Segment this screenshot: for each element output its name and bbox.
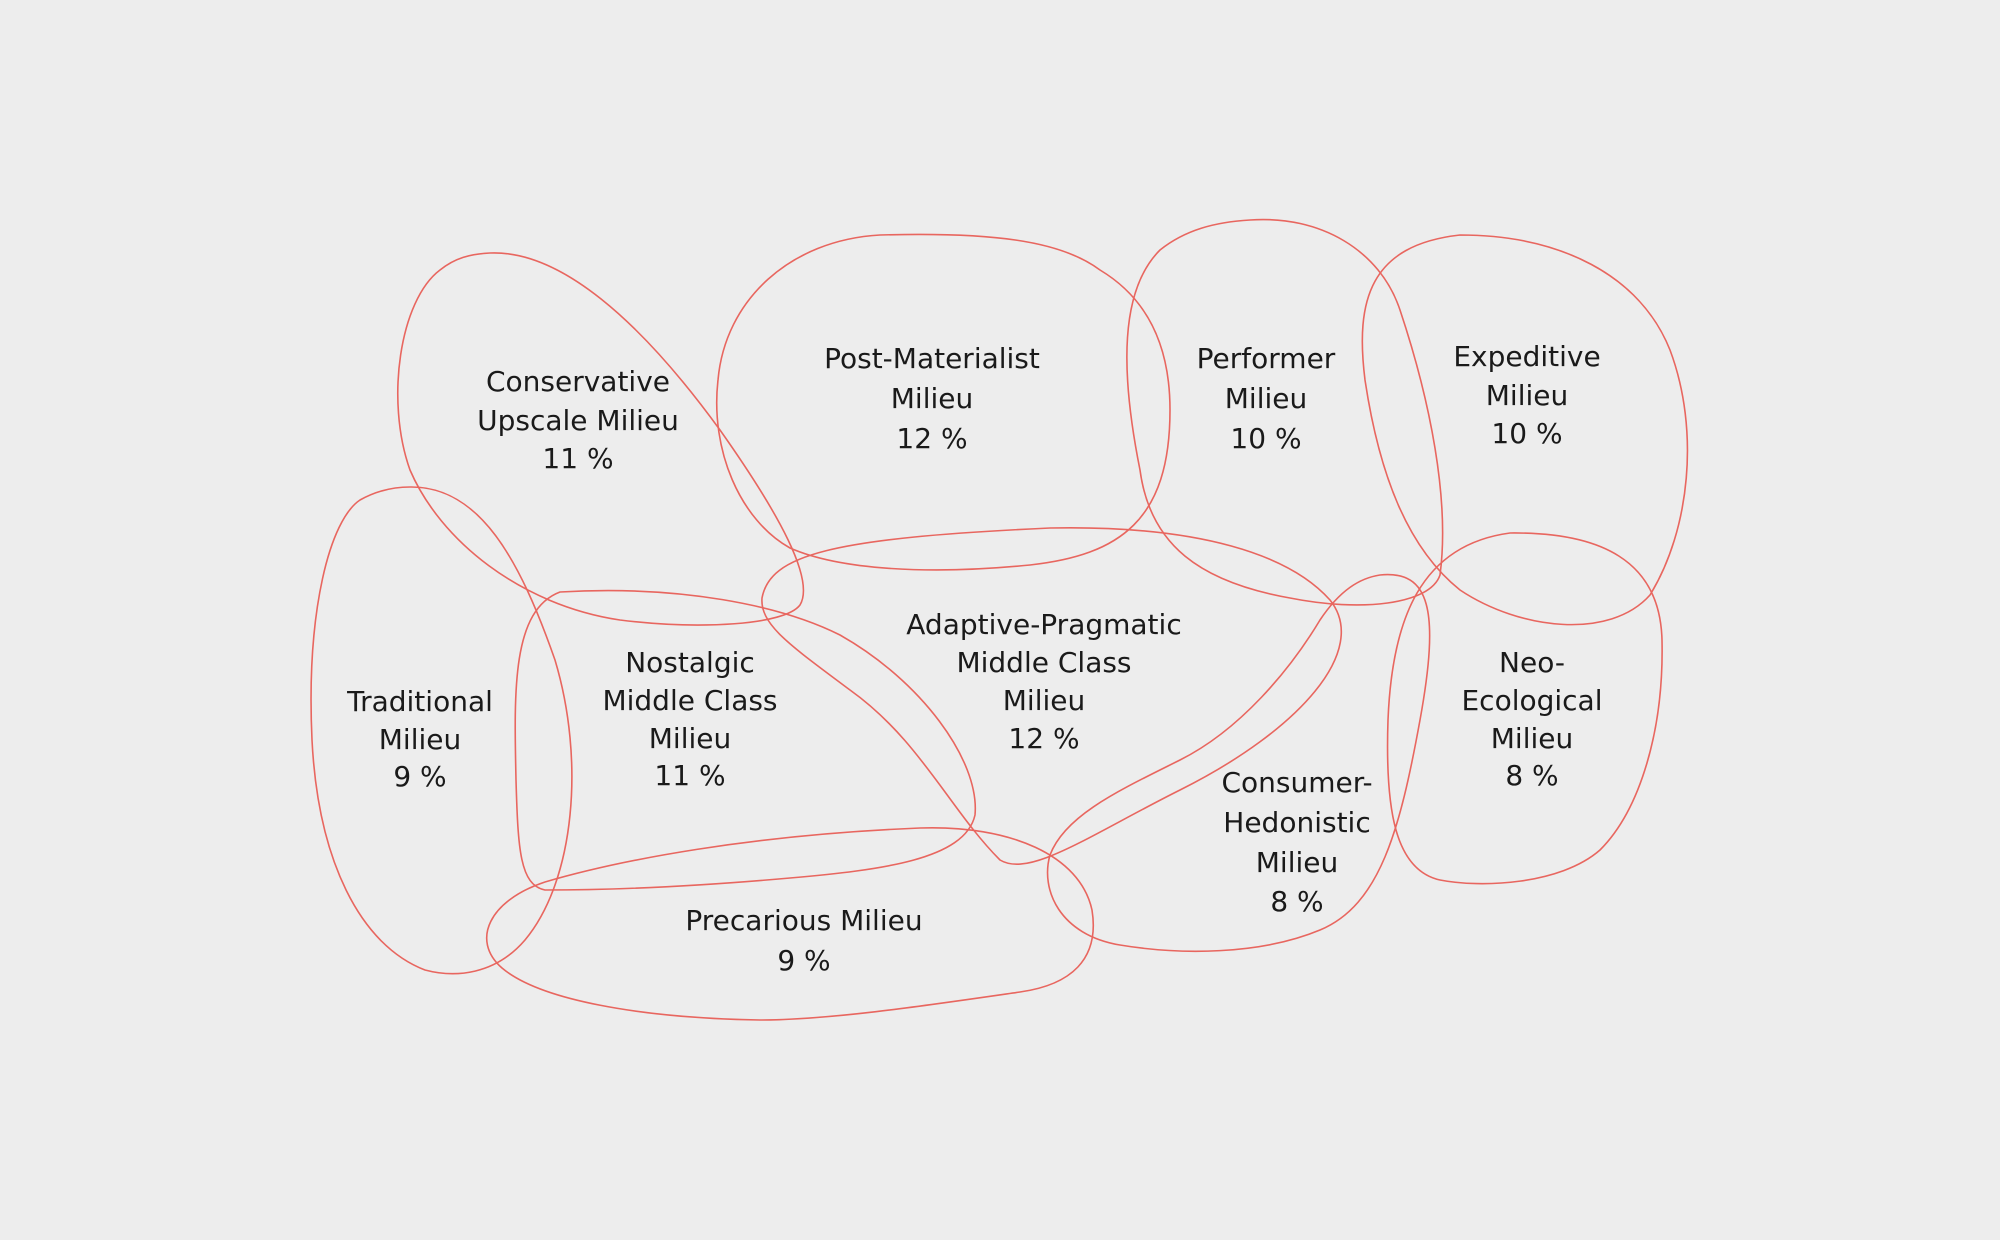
label-line: Milieu (1491, 722, 1573, 755)
blob-traditional (310, 486, 573, 975)
label-performer: Performer Milieu 10 % (1197, 342, 1336, 455)
label-line: Milieu (1256, 846, 1338, 879)
label-line: Upscale Milieu (477, 404, 679, 437)
blob-conservative-upscale (397, 252, 805, 626)
label-share: 12 % (1008, 722, 1079, 755)
label-share: 8 % (1505, 759, 1558, 792)
label-neo-ecological: Neo- Ecological Milieu 8 % (1461, 646, 1602, 792)
blob-post-materialist (715, 233, 1171, 571)
label-traditional: Traditional Milieu 9 % (346, 685, 493, 793)
label-share: 8 % (1270, 885, 1323, 918)
label-line: Milieu (1486, 379, 1568, 412)
label-line: Milieu (379, 723, 461, 756)
label-line: Milieu (1225, 382, 1307, 415)
label-precarious: Precarious Milieu 9 % (685, 904, 922, 977)
label-line: Hedonistic (1223, 806, 1370, 839)
label-line: Milieu (649, 722, 731, 755)
blob-adaptive-pragmatic (761, 527, 1342, 865)
label-post-materialist: Post-Materialist Milieu 12 % (824, 342, 1040, 455)
label-line: Nostalgic (625, 646, 755, 679)
label-share: 9 % (393, 760, 446, 793)
blob-consumer-hedonistic (1046, 573, 1431, 953)
label-adaptive-pragmatic: Adaptive-Pragmatic Middle Class Milieu 1… (906, 608, 1181, 755)
label-share: 10 % (1491, 417, 1562, 450)
label-line: Adaptive-Pragmatic (906, 608, 1181, 641)
label-share: 12 % (896, 422, 967, 455)
label-line: Middle Class (956, 646, 1131, 679)
label-line: Performer (1197, 342, 1336, 375)
label-line: Ecological (1461, 684, 1602, 717)
label-line: Post-Materialist (824, 342, 1040, 375)
blob-precarious (485, 827, 1095, 1021)
label-line: Milieu (891, 382, 973, 415)
label-line: Middle Class (602, 684, 777, 717)
label-line: Traditional (346, 685, 493, 718)
label-line: Milieu (1003, 684, 1085, 717)
label-line: Consumer- (1221, 766, 1372, 799)
label-conservative-upscale: Conservative Upscale Milieu 11 % (477, 365, 679, 475)
label-nostalgic-middle-class: Nostalgic Middle Class Milieu 11 % (602, 646, 777, 792)
label-line: Conservative (486, 365, 670, 398)
label-line: Precarious Milieu (685, 904, 922, 937)
blob-neo-ecological (1386, 532, 1663, 885)
label-share: 10 % (1230, 422, 1301, 455)
label-line: Neo- (1499, 646, 1565, 679)
label-share: 11 % (542, 442, 613, 475)
blob-nostalgic-middle-class (514, 589, 976, 891)
label-line: Expeditive (1453, 340, 1600, 373)
blob-performer (1126, 218, 1444, 606)
label-share: 9 % (777, 944, 830, 977)
label-share: 11 % (654, 759, 725, 792)
label-consumer-hedonistic: Consumer- Hedonistic Milieu 8 % (1221, 766, 1372, 918)
blob-expeditive (1361, 234, 1689, 626)
label-expeditive: Expeditive Milieu 10 % (1453, 340, 1600, 450)
